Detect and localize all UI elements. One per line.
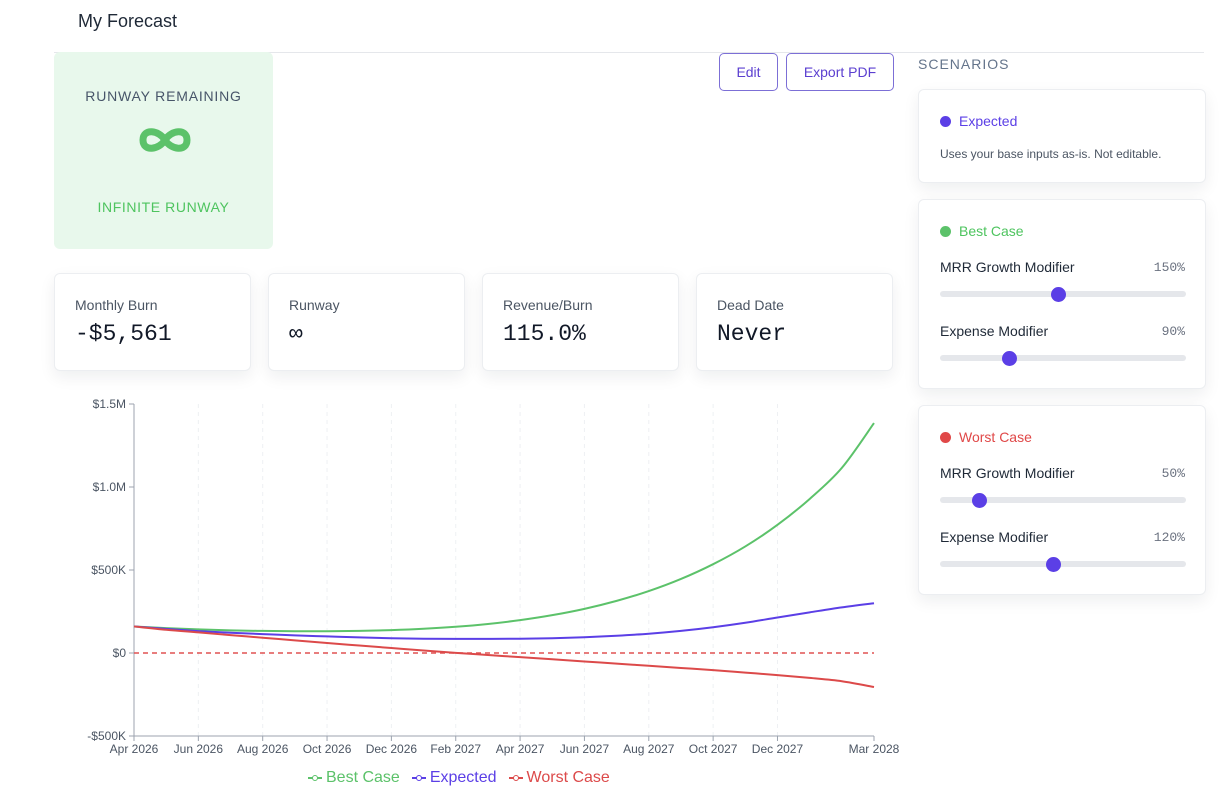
stat-label: Revenue/Burn [503, 297, 593, 313]
scenario-dot-icon [940, 431, 951, 443]
scenario-name-label: Best Case [959, 223, 1024, 239]
slider-thumb[interactable] [1001, 351, 1017, 366]
runway-title: RUNWAY REMAINING [85, 88, 242, 104]
scenario-description: Uses your base inputs as-is. Not editabl… [940, 147, 1162, 161]
stat-value: 115.0% [503, 321, 586, 347]
infinity-icon [139, 128, 191, 152]
scenario-name: Worst Case [940, 429, 1032, 445]
legend-label: Expected [429, 769, 497, 786]
legend-label: Worst Case [526, 769, 610, 786]
y-tick-label: $1.0M [93, 480, 126, 494]
stat-value: ∞ [289, 321, 303, 347]
slider-thumb[interactable] [1046, 557, 1062, 572]
mrr-growth-value: 150% [1153, 260, 1185, 275]
x-tick-label: Aug 2026 [237, 742, 289, 756]
y-tick-label: -$500K [87, 729, 126, 743]
slider-thumb[interactable] [972, 493, 988, 508]
scenario-dot-icon [940, 225, 951, 237]
scenario-name: Expected [940, 113, 1017, 129]
mrr-growth-slider[interactable] [940, 493, 1186, 508]
scenario-card-best-case: Best Case MRR Growth Modifier 150% Expen… [918, 199, 1206, 389]
stat-value: Never [717, 321, 787, 347]
stat-label: Monthly Burn [75, 297, 158, 313]
x-tick-label: Apr 2026 [110, 742, 159, 756]
stat-revenue-burn: Revenue/Burn 115.0% [482, 273, 679, 371]
expense-modifier-slider[interactable] [940, 557, 1186, 572]
stat-dead-date: Dead Date Never [696, 273, 893, 371]
legend-item-expected[interactable]: Expected [411, 769, 497, 787]
series-line-best-case [133, 422, 875, 633]
x-tick-label: Jun 2026 [174, 742, 224, 756]
mrr-growth-slider[interactable] [940, 287, 1186, 302]
header-divider [54, 52, 1204, 53]
edit-button[interactable]: Edit [719, 53, 778, 91]
x-tick-label: Oct 2026 [303, 742, 352, 756]
scenario-name: Best Case [940, 223, 1024, 239]
series-line-expected [133, 602, 875, 640]
stat-runway: Runway ∞ [268, 273, 465, 371]
legend-marker-icon [411, 773, 426, 783]
export-pdf-button[interactable]: Export PDF [786, 53, 894, 91]
x-tick-label: Oct 2027 [689, 742, 738, 756]
chart-legend: Best Case Expected Worst Case [308, 769, 610, 787]
x-tick-label: Mar 2028 [849, 742, 900, 756]
scenario-name-label: Worst Case [959, 429, 1032, 445]
x-tick-label: Aug 2027 [623, 742, 675, 756]
mrr-growth-value: 50% [1161, 466, 1185, 481]
legend-item-worst-case[interactable]: Worst Case [508, 769, 610, 787]
x-tick-label: Apr 2027 [496, 742, 545, 756]
page-title: My Forecast [78, 11, 178, 31]
y-tick-label: $0 [113, 646, 127, 660]
scenarios-title: SCENARIOS [918, 56, 1010, 72]
x-tick-label: Feb 2027 [430, 742, 481, 756]
scenario-name-label: Expected [959, 113, 1018, 129]
expense-modifier-slider[interactable] [940, 351, 1186, 366]
legend-item-best-case[interactable]: Best Case [308, 769, 400, 787]
x-tick-label: Dec 2027 [752, 742, 804, 756]
scenario-card-worst-case: Worst Case MRR Growth Modifier 50% Expen… [918, 405, 1206, 595]
runway-card: RUNWAY REMAINING INFINITE RUNWAY [54, 52, 273, 249]
y-tick-label: $1.5M [93, 397, 126, 411]
slider-thumb[interactable] [1051, 287, 1067, 302]
expense-modifier-label: Expense Modifier [940, 529, 1049, 545]
mrr-growth-label: MRR Growth Modifier [940, 259, 1075, 275]
y-tick-label: $500K [91, 563, 126, 577]
expense-modifier-value: 90% [1161, 324, 1185, 339]
stat-label: Dead Date [717, 297, 784, 313]
legend-marker-icon [508, 773, 523, 783]
x-tick-label: Jun 2027 [560, 742, 610, 756]
runway-subtitle: INFINITE RUNWAY [97, 199, 230, 215]
legend-label: Best Case [326, 769, 400, 786]
stat-label: Runway [289, 297, 340, 313]
series-line-worst-case [133, 625, 875, 689]
scenario-dot-icon [940, 115, 951, 127]
x-tick-label: Dec 2026 [366, 742, 418, 756]
mrr-growth-label: MRR Growth Modifier [940, 465, 1075, 481]
stat-value: -$5,561 [75, 321, 172, 347]
scenario-card-expected: Expected Uses your base inputs as-is. No… [918, 89, 1206, 183]
stat-monthly-burn: Monthly Burn -$5,561 [54, 273, 251, 371]
legend-marker-icon [308, 773, 322, 783]
forecast-chart: -$500K $0 $500K $1.0M $1.5M Apr 2026 Jun 2026 A… [87, 397, 900, 756]
expense-modifier-value: 120% [1153, 530, 1185, 545]
expense-modifier-label: Expense Modifier [940, 323, 1049, 339]
